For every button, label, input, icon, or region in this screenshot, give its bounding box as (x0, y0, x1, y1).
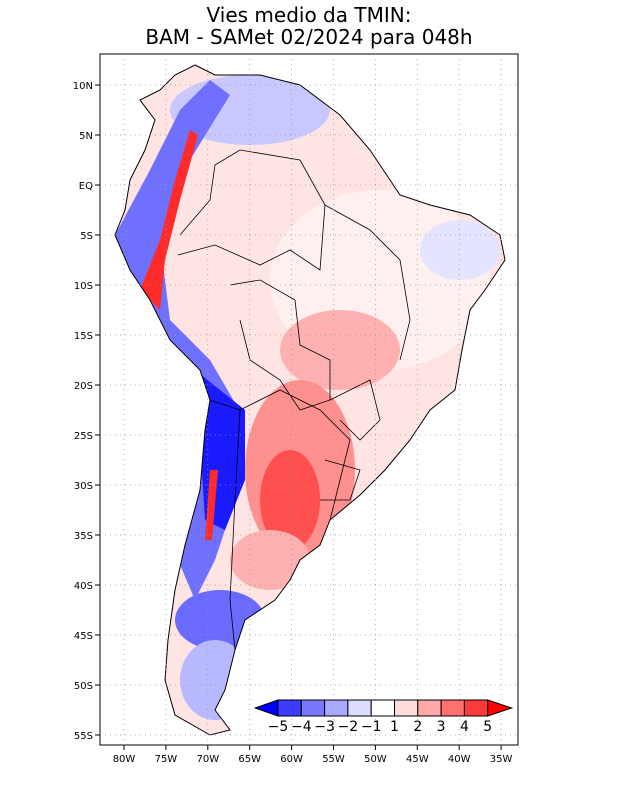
colorbar-label: −5 (268, 719, 289, 735)
lon-tick-label: 35W (490, 754, 513, 765)
lon-tick-label: 40W (448, 754, 471, 765)
lat-tick-label: 35S (74, 531, 93, 542)
colorbar-label: −4 (291, 719, 312, 735)
lat-tick-label: 30S (74, 481, 93, 492)
lat-tick-label: EQ (79, 181, 93, 192)
colorbar-box (417, 699, 442, 717)
lon-tick-label: 70W (196, 754, 219, 765)
colorbar-label: −2 (338, 719, 359, 735)
lat-tick-label: 50S (74, 681, 93, 692)
colorbar-box (347, 699, 372, 717)
colorbar-label: 1 (390, 719, 399, 735)
colorbar: −5 −4 −3 −2 −1 1 2 3 4 5 (253, 699, 514, 735)
colorbar-label: 5 (483, 719, 492, 735)
grid-lines (100, 54, 518, 745)
map-title-line1: Vies medio da TMIN: (206, 3, 412, 27)
lon-tick-label: 55W (322, 754, 345, 765)
lat-tick-label: 5S (80, 231, 93, 242)
colorbar-arrow-high (487, 699, 514, 717)
lon-tick-label: 75W (155, 754, 178, 765)
colorbar-label: 3 (437, 719, 446, 735)
colorbar-arrow-low (253, 699, 279, 717)
lat-tick-label: 5N (79, 131, 93, 142)
colorbar-box (300, 699, 326, 717)
colorbar-box (370, 699, 396, 717)
longitude-ticks: 80W 75W 70W 65W 60W 55W 50W 45W 40W 35W (113, 745, 513, 765)
bias-field (115, 65, 505, 735)
lon-tick-label: 45W (406, 754, 429, 765)
lon-tick-label: 65W (238, 754, 261, 765)
lat-tick-label: 40S (74, 581, 93, 592)
colorbar-box (277, 699, 302, 717)
map-frame (99, 53, 519, 746)
lat-tick-label: 25S (74, 431, 93, 442)
colorbar-box (440, 699, 465, 717)
lat-tick-label: 10N (73, 81, 93, 92)
lon-tick-label: 60W (280, 754, 303, 765)
lon-tick-label: 80W (113, 754, 136, 765)
lat-tick-label: 55S (74, 731, 93, 742)
latitude-ticks: 10N 5N EQ 5S 10S 15S 20S 25S 30S 35S 40S 45S 50S 55S (73, 81, 100, 742)
colorbar-label: −1 (361, 719, 382, 735)
colorbar-box (324, 699, 349, 717)
lon-tick-label: 50W (364, 754, 387, 765)
colorbar-label: 4 (460, 719, 469, 735)
lat-tick-label: 10S (74, 281, 93, 292)
colorbar-box (394, 699, 419, 717)
lat-tick-label: 15S (74, 331, 93, 342)
colorbar-label: 2 (413, 719, 422, 735)
lat-tick-label: 45S (74, 631, 93, 642)
lat-tick-label: 20S (74, 381, 93, 392)
map-title-line2: BAM - SAMet 02/2024 para 048h (145, 25, 473, 49)
colorbar-label: −3 (314, 719, 335, 735)
colorbar-box (463, 699, 489, 717)
